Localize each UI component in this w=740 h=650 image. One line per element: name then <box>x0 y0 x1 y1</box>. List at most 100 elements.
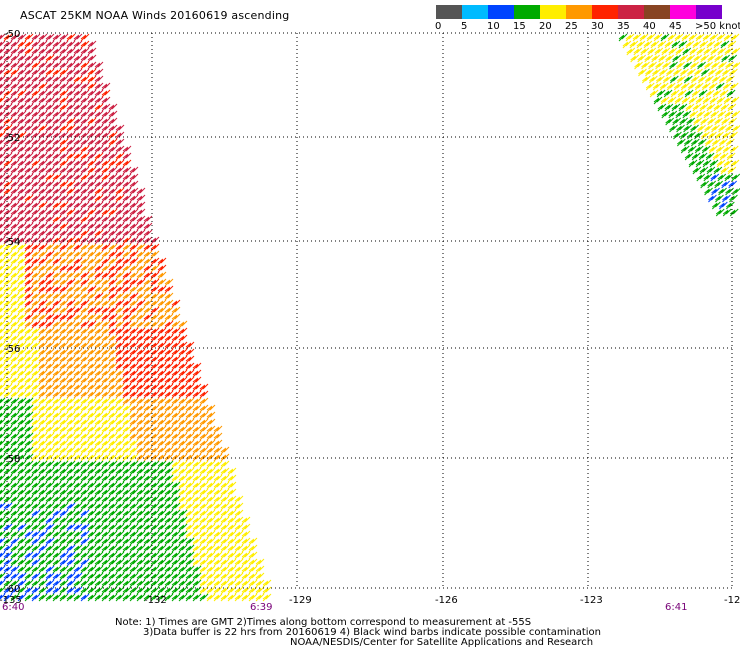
wind-barb <box>3 40 13 49</box>
wind-barb <box>87 138 97 147</box>
wind-barb <box>38 68 48 77</box>
wind-barb <box>59 411 69 420</box>
wind-barb <box>10 215 20 224</box>
wind-barb <box>143 502 153 511</box>
wind-barb <box>129 467 139 476</box>
wind-barb <box>45 383 55 392</box>
wind-barb <box>52 425 62 434</box>
wind-barb <box>87 390 97 399</box>
wind-barb <box>52 243 62 252</box>
wind-barb <box>129 348 139 357</box>
wind-barb <box>697 124 706 133</box>
wind-barb <box>31 432 41 441</box>
wind-barb <box>80 516 90 525</box>
wind-barb <box>10 194 20 203</box>
wind-barb <box>101 530 111 539</box>
wind-barb <box>45 467 55 476</box>
wind-barb <box>136 264 146 273</box>
wind-barb <box>136 558 146 567</box>
wind-barb <box>80 159 90 168</box>
wind-barb <box>31 474 41 483</box>
wind-barb <box>66 488 76 497</box>
wind-barb <box>164 495 174 504</box>
wind-barb <box>0 516 6 523</box>
wind-barb <box>213 558 223 567</box>
wind-barb <box>726 89 736 98</box>
wind-barb <box>136 334 146 343</box>
wind-barb <box>38 425 48 434</box>
wind-barb <box>129 236 139 245</box>
wind-barb <box>220 523 230 532</box>
wind-barb <box>59 530 69 539</box>
wind-barb <box>73 537 83 546</box>
wind-barb <box>24 173 34 182</box>
wind-barb <box>136 586 146 595</box>
wind-barb <box>150 348 160 357</box>
wind-barb <box>185 432 195 441</box>
wind-barb <box>108 159 118 168</box>
wind-barb <box>80 558 90 567</box>
wind-barb <box>108 397 118 406</box>
wind-barb <box>136 579 146 588</box>
wind-barb <box>672 117 682 126</box>
wind-barb <box>688 96 698 105</box>
wind-barb <box>10 446 20 455</box>
wind-barb <box>45 292 55 301</box>
wind-barb <box>38 180 48 189</box>
wind-barb <box>80 509 90 518</box>
wind-barb <box>80 551 90 560</box>
wind-barb <box>143 488 153 497</box>
wind-barb <box>248 579 258 588</box>
wind-barb <box>66 152 76 161</box>
wind-barb <box>73 306 83 315</box>
wind-barb <box>704 124 713 133</box>
longitude-label: -132 <box>144 595 167 606</box>
wind-barb <box>213 516 223 525</box>
wind-barb <box>94 439 104 448</box>
wind-barb <box>87 425 97 434</box>
wind-barb <box>31 201 41 210</box>
wind-barb <box>94 89 104 98</box>
wind-barb <box>52 586 62 595</box>
wind-barb <box>122 320 132 329</box>
wind-barb <box>206 593 216 602</box>
wind-barb <box>101 572 111 581</box>
wind-barb <box>255 593 265 602</box>
wind-barb <box>122 187 132 196</box>
wind-barb <box>708 82 718 91</box>
wind-barb <box>164 320 174 329</box>
wind-barb <box>136 460 146 469</box>
wind-barb <box>164 411 174 420</box>
wind-barb <box>31 138 41 147</box>
wind-barb <box>143 509 153 518</box>
wind-barb <box>17 544 27 553</box>
wind-barb <box>101 124 111 133</box>
wind-barb <box>17 75 27 84</box>
wind-barb <box>87 110 97 119</box>
wind-barb <box>157 404 167 413</box>
wind-barb <box>66 243 76 252</box>
wind-barb <box>729 82 739 91</box>
wind-barb <box>157 285 167 294</box>
wind-barb <box>234 537 244 546</box>
wind-barb <box>17 285 27 294</box>
wind-barb <box>66 397 76 406</box>
wind-barb <box>101 299 111 308</box>
wind-barb <box>150 537 160 546</box>
wind-barb <box>122 166 132 175</box>
wind-barb <box>696 173 706 182</box>
wind-barb <box>87 411 97 420</box>
wind-barb <box>220 488 230 497</box>
wind-barb <box>108 215 118 224</box>
wind-barb <box>87 404 97 413</box>
wind-barb <box>52 278 62 287</box>
wind-barb <box>24 341 34 350</box>
wind-barb <box>709 33 719 42</box>
wind-barb <box>52 558 62 567</box>
color-scale-segment <box>566 5 592 19</box>
wind-barb <box>164 432 174 441</box>
wind-barb <box>143 306 153 315</box>
wind-barb <box>115 327 125 336</box>
wind-barb <box>31 75 41 84</box>
wind-barb <box>157 488 167 497</box>
